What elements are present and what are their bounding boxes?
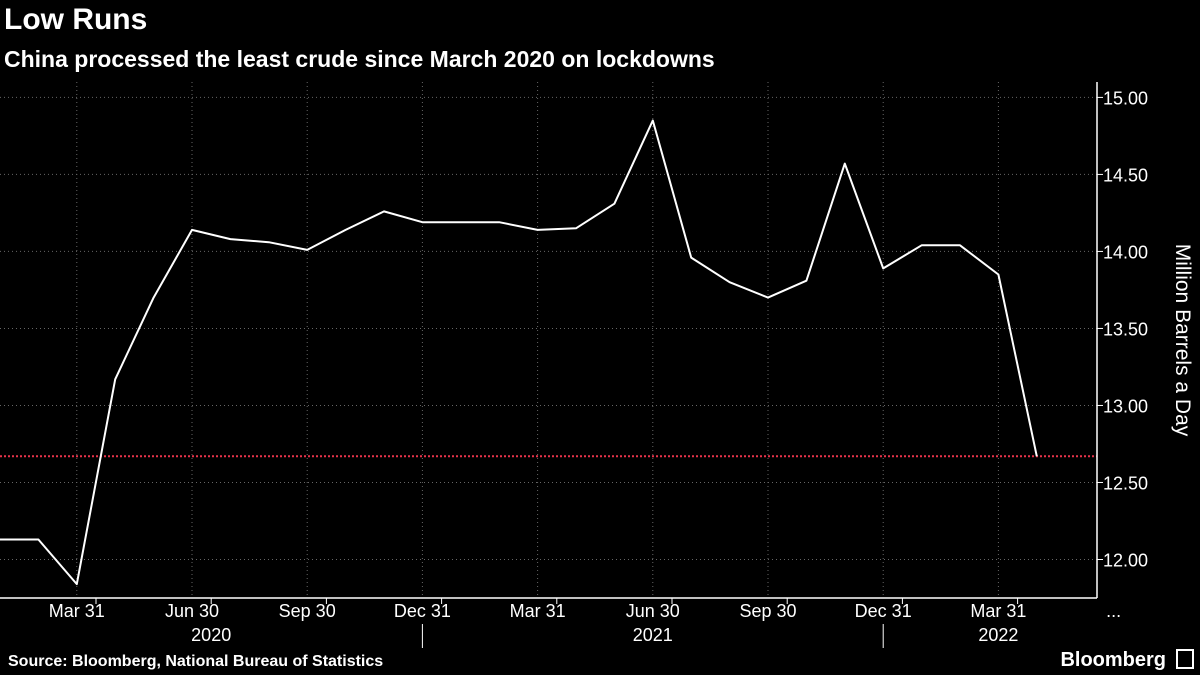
y-tick-label: 12.00	[1103, 550, 1148, 570]
axes: 15.00 14.50 14.00 13.50 13.00 12.50 12.00 Mar 3…	[0, 82, 1148, 648]
series-line	[0, 119, 1038, 586]
x-tick-label: Jun 30	[165, 601, 219, 621]
y-tick-label: 14.50	[1103, 165, 1148, 185]
x-tick-label: Mar 31	[970, 601, 1026, 621]
bloomberg-terminal-icon	[1176, 649, 1194, 669]
y-tick-label: 13.50	[1103, 319, 1148, 339]
x-year-label: 2020	[191, 625, 231, 645]
source-note: Source: Bloomberg, National Bureau of St…	[8, 653, 384, 670]
chart-subtitle: China processed the least crude since Ma…	[4, 46, 715, 72]
series-line-layer	[0, 119, 1038, 586]
x-year-label: 2021	[633, 625, 673, 645]
x-tick-label: ...	[1106, 601, 1121, 621]
y-axis-label: Million Barrels a Day	[1171, 244, 1194, 437]
y-tick-label: 12.50	[1103, 473, 1148, 493]
chart-title: Low Runs	[4, 3, 148, 36]
x-tick-label: Jun 30	[626, 601, 680, 621]
x-tick-label: Dec 31	[394, 601, 451, 621]
y-tick-label: 15.00	[1103, 88, 1148, 108]
y-tick-label: 13.00	[1103, 396, 1148, 416]
x-tick-label: Mar 31	[510, 601, 566, 621]
x-tick-label: Mar 31	[49, 601, 105, 621]
grid	[0, 82, 1097, 598]
x-tick-label: Dec 31	[855, 601, 912, 621]
x-tick-label: Sep 30	[279, 601, 336, 621]
y-tick-label: 14.00	[1103, 242, 1148, 262]
x-year-label: 2022	[978, 625, 1018, 645]
brand-logo: Bloomberg	[1060, 649, 1166, 671]
x-tick-label: Sep 30	[739, 601, 796, 621]
